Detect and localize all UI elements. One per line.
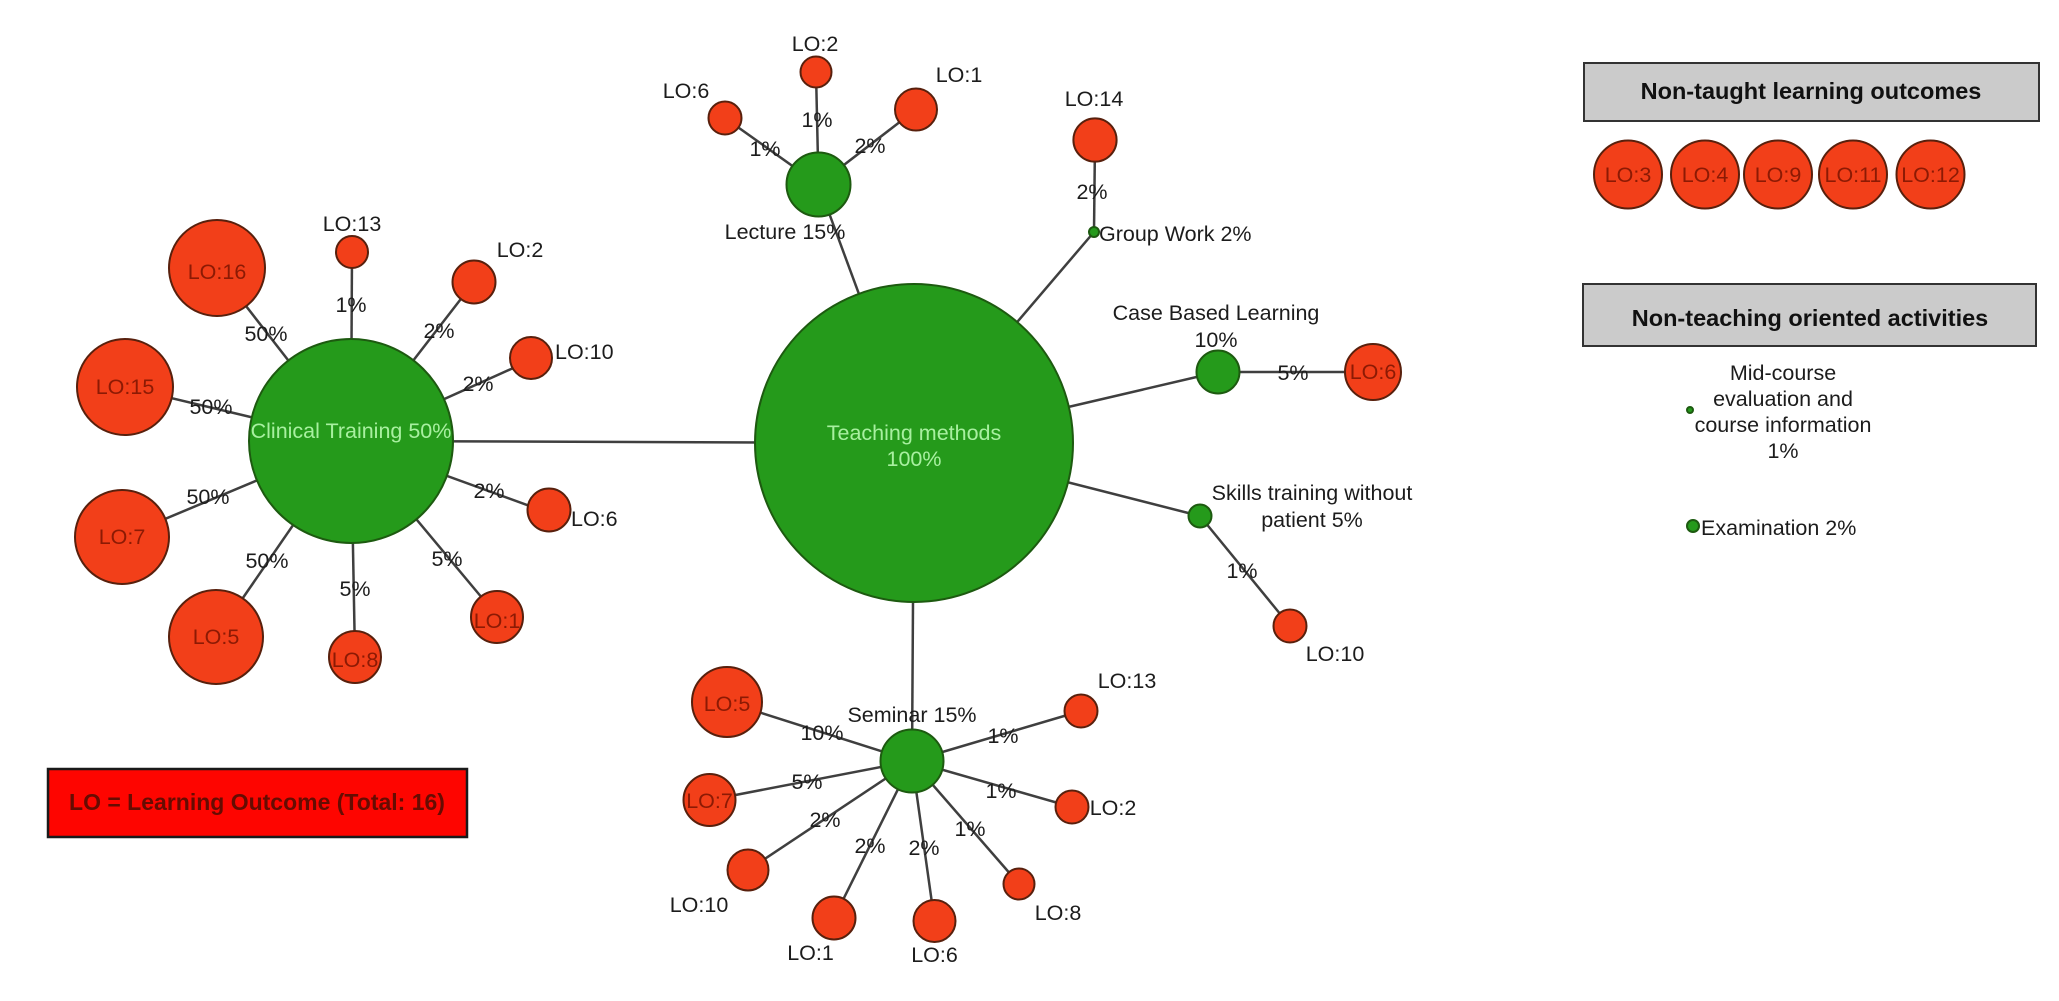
svg-text:10%: 10% — [800, 721, 843, 745]
svg-text:2%: 2% — [473, 479, 504, 503]
svg-text:5%: 5% — [431, 547, 462, 571]
svg-text:LO:7: LO:7 — [686, 789, 733, 813]
svg-text:LO:6: LO:6 — [663, 79, 710, 103]
svg-text:Case Based Learning: Case Based Learning — [1113, 301, 1320, 325]
svg-text:LO:5: LO:5 — [193, 625, 240, 649]
svg-text:1%: 1% — [1226, 559, 1257, 583]
svg-text:LO:14: LO:14 — [1065, 87, 1124, 111]
svg-text:LO:1: LO:1 — [474, 609, 521, 633]
svg-text:1%: 1% — [954, 817, 985, 841]
svg-text:1%: 1% — [801, 108, 832, 132]
svg-text:LO:8: LO:8 — [332, 648, 379, 672]
svg-text:Mid-course: Mid-course — [1730, 361, 1836, 385]
svg-text:Examination 2%: Examination 2% — [1701, 516, 1856, 540]
svg-text:50%: 50% — [189, 395, 232, 419]
svg-text:LO:10: LO:10 — [670, 893, 729, 917]
svg-text:1%: 1% — [987, 724, 1018, 748]
svg-text:LO:6: LO:6 — [911, 943, 958, 967]
svg-text:LO:13: LO:13 — [323, 212, 382, 236]
svg-text:5%: 5% — [1277, 361, 1308, 385]
svg-text:LO:2: LO:2 — [792, 32, 839, 56]
svg-text:50%: 50% — [186, 485, 229, 509]
svg-text:LO = Learning Outcome (Total:: LO = Learning Outcome (Total: 16) — [69, 789, 445, 815]
svg-text:LO:2: LO:2 — [497, 238, 544, 262]
svg-text:Non-taught learning outcomes: Non-taught learning outcomes — [1641, 78, 1982, 104]
svg-text:LO:1: LO:1 — [787, 941, 834, 965]
svg-text:patient 5%: patient 5% — [1261, 508, 1363, 532]
svg-text:50%: 50% — [244, 322, 287, 346]
svg-text:100%: 100% — [887, 447, 942, 471]
svg-text:2%: 2% — [908, 836, 939, 860]
svg-text:LO:16: LO:16 — [188, 260, 247, 284]
svg-text:LO:15: LO:15 — [96, 375, 155, 399]
svg-text:2%: 2% — [854, 834, 885, 858]
svg-text:5%: 5% — [339, 577, 370, 601]
svg-text:LO:7: LO:7 — [99, 525, 146, 549]
svg-text:Seminar 15%: Seminar 15% — [847, 703, 976, 727]
svg-text:LO:11: LO:11 — [1825, 163, 1882, 187]
svg-text:2%: 2% — [462, 372, 493, 396]
svg-text:course information: course information — [1695, 413, 1872, 437]
svg-text:Teaching methods: Teaching methods — [827, 421, 1002, 445]
svg-text:1%: 1% — [749, 137, 780, 161]
svg-text:50%: 50% — [245, 549, 288, 573]
svg-text:LO:1: LO:1 — [936, 63, 983, 87]
svg-text:1%: 1% — [335, 293, 366, 317]
svg-text:Skills training without: Skills training without — [1212, 481, 1413, 505]
svg-text:LO:2: LO:2 — [1090, 796, 1137, 820]
svg-text:LO:10: LO:10 — [1306, 642, 1365, 666]
svg-text:LO:10: LO:10 — [555, 340, 614, 364]
svg-text:5%: 5% — [791, 770, 822, 794]
svg-text:2%: 2% — [809, 808, 840, 832]
svg-text:Clinical Training 50%: Clinical Training 50% — [251, 419, 452, 443]
svg-text:Group Work 2%: Group Work 2% — [1099, 222, 1252, 246]
svg-text:LO:8: LO:8 — [1035, 901, 1082, 925]
svg-text:10%: 10% — [1194, 328, 1237, 352]
svg-text:LO:3: LO:3 — [1605, 163, 1652, 187]
svg-text:LO:4: LO:4 — [1682, 163, 1729, 187]
svg-text:Non-teaching oriented activiti: Non-teaching oriented activities — [1632, 305, 1988, 331]
svg-text:LO:6: LO:6 — [571, 507, 618, 531]
svg-text:2%: 2% — [854, 134, 885, 158]
svg-text:2%: 2% — [1076, 180, 1107, 204]
svg-text:1%: 1% — [1767, 439, 1798, 463]
svg-text:2%: 2% — [423, 319, 454, 343]
svg-text:evaluation and: evaluation and — [1713, 387, 1853, 411]
svg-text:LO:13: LO:13 — [1098, 669, 1157, 693]
svg-text:LO:9: LO:9 — [1755, 163, 1802, 187]
svg-text:1%: 1% — [985, 779, 1016, 803]
svg-text:LO:5: LO:5 — [704, 692, 751, 716]
svg-text:Lecture 15%: Lecture 15% — [725, 220, 846, 244]
svg-text:LO:6: LO:6 — [1350, 360, 1397, 384]
svg-text:LO:12: LO:12 — [1901, 163, 1960, 187]
